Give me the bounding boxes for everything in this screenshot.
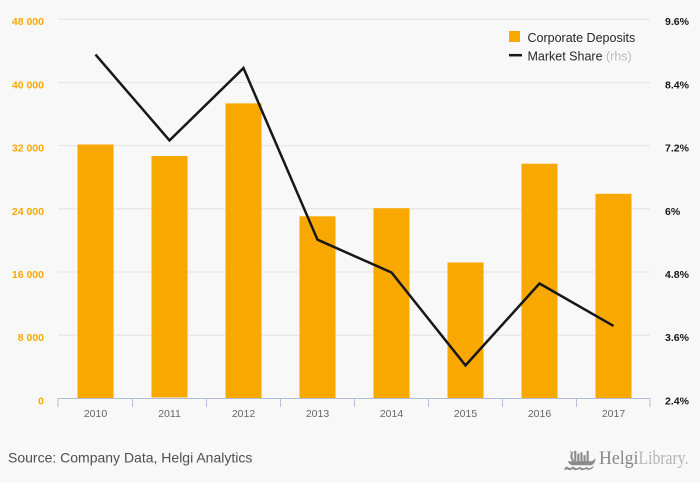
svg-text:24 000: 24 000 (12, 206, 44, 218)
svg-text:40 000: 40 000 (12, 79, 44, 91)
svg-text:9.6%: 9.6% (665, 16, 690, 28)
svg-text:2010: 2010 (84, 408, 108, 420)
svg-text:2013: 2013 (306, 408, 330, 420)
svg-text:HelgiLibrary.: HelgiLibrary. (599, 448, 689, 469)
svg-text:6%: 6% (665, 206, 681, 218)
svg-text:16 000: 16 000 (12, 269, 44, 281)
svg-text:2011: 2011 (158, 408, 181, 420)
svg-text:3.6%: 3.6% (665, 332, 690, 344)
svg-text:8.4%: 8.4% (665, 79, 690, 91)
svg-text:32 000: 32 000 (12, 143, 44, 155)
svg-text:2015: 2015 (454, 408, 478, 420)
svg-text:Market Share (rhs): Market Share (rhs) (528, 49, 632, 63)
svg-text:48 000: 48 000 (12, 16, 44, 28)
svg-text:7.2%: 7.2% (665, 143, 690, 155)
svg-text:4.8%: 4.8% (665, 269, 690, 281)
svg-text:0: 0 (38, 396, 44, 408)
svg-text:Source: Company Data, Helgi An: Source: Company Data, Helgi Analytics (8, 450, 252, 466)
svg-text:2016: 2016 (528, 408, 552, 420)
svg-text:2017: 2017 (602, 408, 626, 420)
svg-text:2.4%: 2.4% (665, 396, 690, 408)
svg-text:Corporate Deposits: Corporate Deposits (528, 31, 636, 45)
svg-text:2014: 2014 (380, 408, 404, 420)
svg-text:8 000: 8 000 (18, 332, 44, 344)
svg-text:2012: 2012 (232, 408, 256, 420)
